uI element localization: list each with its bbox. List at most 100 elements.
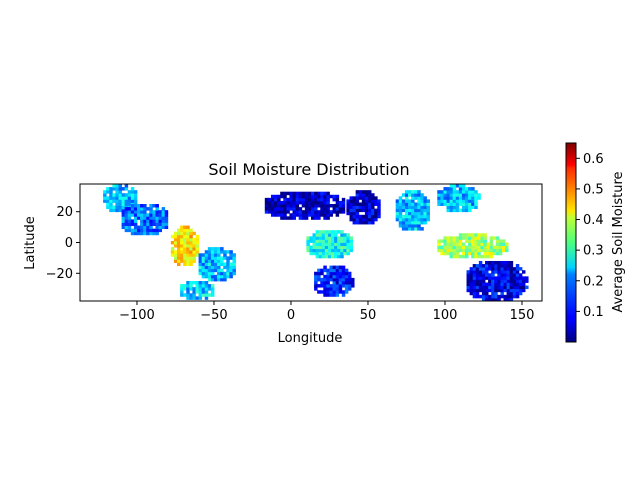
heatmap-cell [118, 208, 122, 213]
heatmap-cell [195, 250, 199, 254]
heatmap-cell [343, 251, 347, 256]
heatmap-cell [346, 251, 350, 256]
heatmap-cell [133, 213, 138, 217]
heatmap-cell [408, 193, 412, 197]
heatmap-cell [198, 259, 203, 263]
heatmap-cell [408, 214, 412, 219]
heatmap-cell [472, 282, 477, 287]
heatmap-cell [109, 190, 113, 194]
heatmap-cell [340, 242, 344, 246]
heatmap-cell [469, 288, 474, 293]
heatmap-cell [318, 233, 323, 237]
heatmap-cell [173, 234, 178, 239]
heatmap-cell [485, 285, 489, 290]
heatmap-cell [124, 184, 129, 188]
heatmap-cell [210, 271, 215, 276]
heatmap-cell [340, 236, 344, 240]
heatmap-cell [340, 233, 344, 237]
heatmap-cell [127, 222, 132, 226]
heatmap-cell [341, 265, 346, 270]
heatmap-cell [133, 190, 138, 194]
heatmap-cell [327, 251, 332, 256]
heatmap-cell [327, 230, 332, 234]
heatmap-cell [183, 247, 187, 251]
heatmap-cell [509, 260, 514, 265]
heatmap-cell [411, 211, 415, 216]
heatmap-cell [440, 248, 444, 253]
heatmap-cell [367, 211, 372, 216]
heatmap-cell [440, 239, 444, 243]
heatmap-cell [367, 217, 372, 222]
heatmap-cell [426, 205, 430, 210]
heatmap-cell [374, 202, 378, 206]
heatmap-cell [329, 204, 333, 208]
heatmap-cell [414, 211, 418, 216]
heatmap-cell [483, 233, 487, 237]
heatmap-cell [320, 194, 324, 199]
heatmap-cell [355, 196, 360, 200]
heatmap-cell [443, 193, 447, 197]
heatmap-cell [326, 293, 330, 297]
heatmap-cell [488, 288, 492, 293]
heatmap-cell [204, 293, 209, 297]
heatmap-cell [488, 264, 492, 268]
heatmap-cell [321, 233, 326, 237]
heatmap-cell [320, 271, 324, 276]
heatmap-cell [140, 210, 144, 214]
heatmap-cell [347, 280, 352, 285]
heatmap-cell [468, 245, 472, 250]
heatmap-cell [483, 236, 487, 240]
heatmap-cell [408, 224, 412, 228]
heatmap-cell [515, 288, 520, 293]
heatmap-cell [289, 197, 293, 202]
heatmap-cell [192, 280, 196, 285]
heatmap-cell [446, 208, 450, 213]
heatmap-cell [471, 199, 475, 203]
heatmap-cell [455, 248, 460, 253]
heatmap-cell [465, 202, 469, 206]
region-arabian-peninsula [346, 190, 381, 225]
heatmap-cell [192, 293, 196, 297]
heatmap-cell [298, 213, 303, 217]
heatmap-cell [352, 202, 357, 206]
heatmap-cell [349, 199, 353, 203]
heatmap-cell [364, 205, 369, 210]
heatmap-cell [446, 239, 450, 243]
heatmap-cell [118, 205, 122, 210]
heatmap-cell [335, 284, 340, 288]
heatmap-cell [491, 291, 495, 296]
heatmap-cell [506, 285, 511, 290]
heatmap-cell [335, 207, 340, 211]
heatmap-cell [509, 291, 514, 296]
heatmap-cell [161, 207, 166, 211]
heatmap-cell [326, 287, 330, 291]
heatmap-cell [127, 210, 132, 214]
heatmap-cell [315, 236, 320, 240]
heatmap-cell [161, 216, 166, 220]
heatmap-cell [474, 242, 478, 246]
heatmap-cell [458, 196, 463, 200]
heatmap-cell [475, 270, 480, 274]
heatmap-cell [417, 227, 421, 231]
heatmap-cell [327, 239, 332, 243]
heatmap-cell [501, 248, 506, 253]
heatmap-cell [437, 196, 441, 200]
heatmap-cell [341, 280, 346, 285]
heatmap-cell [461, 251, 466, 256]
heatmap-cell [458, 190, 463, 194]
heatmap-cell [280, 191, 284, 196]
heatmap-cell [292, 207, 296, 211]
heatmap-cell [180, 284, 184, 288]
heatmap-cell [483, 242, 487, 246]
heatmap-cell [195, 244, 199, 248]
heatmap-cell [349, 211, 353, 216]
heatmap-cell [471, 193, 475, 197]
heatmap-cell [475, 282, 480, 287]
heatmap-cell [500, 279, 504, 283]
heatmap-cell [364, 196, 369, 200]
heatmap-cell [468, 236, 472, 240]
heatmap-cell [521, 282, 526, 287]
heatmap-cell [525, 279, 529, 283]
heatmap-cell [180, 234, 184, 239]
